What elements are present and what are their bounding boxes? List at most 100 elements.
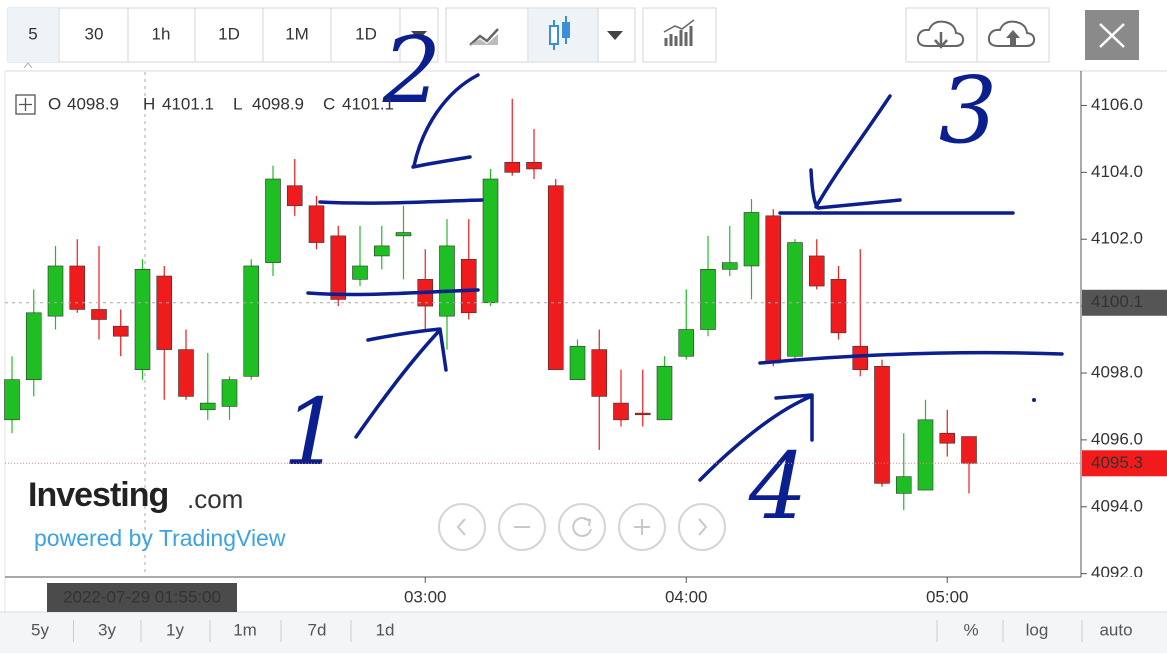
candle-body [743, 212, 760, 267]
arrow-3 [809, 94, 902, 210]
y-tick-label: 4102.0 [1091, 229, 1143, 248]
crosshair-time-tag [47, 583, 237, 612]
pen-dot [1032, 398, 1036, 402]
interval-button[interactable]: 5 [28, 24, 37, 43]
candle-body [221, 379, 238, 407]
candle-body [547, 185, 564, 370]
scroll-right-button[interactable] [678, 503, 726, 551]
candle-body [199, 402, 216, 411]
candle-body [787, 242, 803, 357]
area-icon [470, 34, 498, 45]
candle-body [917, 419, 934, 491]
handwritten-label: 4 [748, 433, 808, 540]
candle-body [634, 412, 651, 416]
y-tick-label: 4094.0 [1091, 496, 1143, 515]
line-lower [306, 288, 480, 297]
last-price-tag [1082, 450, 1167, 477]
ohlc-label: L [233, 94, 242, 113]
candle-body [721, 262, 738, 270]
reset-button[interactable] [558, 503, 606, 551]
candle-body [265, 178, 281, 263]
candle-body [286, 185, 303, 207]
candle-body [830, 279, 847, 334]
toolbar [0, 0, 1167, 70]
scale-option[interactable]: % [963, 620, 978, 639]
download-arrow [934, 32, 948, 49]
dropdown-arrow[interactable] [411, 31, 427, 40]
candle-body [91, 309, 107, 320]
candle-body [395, 232, 412, 237]
candle-body [178, 349, 194, 397]
range-button[interactable]: 5y [31, 620, 49, 639]
ohlc-label: H [143, 94, 155, 113]
candle-body [373, 245, 390, 257]
scroll-left-button[interactable] [438, 503, 486, 551]
indicators-icon [663, 19, 695, 33]
interval-active [8, 8, 58, 62]
candle-body [460, 258, 477, 314]
interval-group [7, 7, 439, 63]
last-price: 4095.3 [1091, 453, 1143, 472]
interval-button[interactable]: 1M [285, 24, 309, 43]
legend-toggle-icon [19, 98, 32, 111]
candle-body [134, 269, 151, 370]
candle-body [25, 312, 42, 380]
dropdown-arrow[interactable] [607, 31, 623, 40]
candle-body [4, 379, 20, 421]
interval-button[interactable]: 1D [218, 24, 240, 43]
scale-option[interactable]: auto [1099, 620, 1132, 639]
range-button[interactable]: 7d [308, 620, 327, 639]
interval-button[interactable]: 30 [85, 24, 104, 43]
crosshair-time: 2022-07-29 01:55:00 [63, 587, 221, 606]
crosshair-price-tag [1082, 289, 1167, 316]
candle-body [69, 265, 86, 310]
caret [23, 62, 33, 69]
candle-body [482, 178, 499, 304]
candle-body [439, 245, 455, 317]
candle-body [874, 366, 890, 484]
range-button[interactable]: 3y [98, 620, 116, 639]
candle-body [526, 161, 542, 170]
candle-icon [549, 25, 559, 45]
candle-body [47, 265, 64, 317]
handwritten-label: 3 [939, 57, 998, 164]
handwritten-label: 1 [283, 379, 342, 486]
candle-body [243, 265, 260, 377]
range-button[interactable]: 1d [376, 620, 395, 639]
scale-option[interactable]: log [1026, 620, 1049, 639]
reset-icon [572, 516, 592, 537]
line-chart-icon[interactable] [469, 28, 499, 46]
upload-arrow [1006, 30, 1020, 47]
ohlc-value: 4098.9 [67, 94, 119, 113]
candle-body [656, 366, 673, 421]
y-tick-label: 4096.0 [1091, 429, 1143, 448]
candle-body [156, 275, 173, 350]
ohlc-value: 4098.9 [252, 94, 304, 113]
y-tick-label: 4098.0 [1091, 362, 1143, 381]
zoom-icons [456, 518, 708, 536]
ohlc-label: O [48, 94, 61, 113]
interval-button[interactable]: 1D [355, 24, 377, 43]
candle-body [808, 255, 825, 287]
line-4 [758, 350, 1064, 365]
y-tick-label: 4104.0 [1091, 162, 1143, 181]
candle-body [352, 265, 368, 280]
range-button[interactable]: 1m [233, 620, 257, 639]
arrow-1 [354, 327, 448, 439]
interval-button[interactable]: 1h [152, 24, 171, 43]
zoom-controls [438, 503, 726, 551]
arrow-4 [698, 393, 814, 482]
range-button[interactable]: 1y [166, 620, 184, 639]
watermark-brand: Investing [28, 476, 168, 514]
close-icon [1099, 23, 1125, 48]
candle-body [961, 436, 977, 464]
candle-body [895, 476, 912, 494]
watermark-tagline: powered by TradingView [34, 525, 286, 551]
plot-area [4, 98, 977, 511]
candle-body [504, 161, 521, 173]
ohlc-value: 4101.1 [342, 94, 394, 113]
candle-body [591, 349, 608, 397]
arrow-2 [411, 73, 480, 169]
candle-body [330, 235, 347, 300]
candle-body [939, 432, 956, 444]
